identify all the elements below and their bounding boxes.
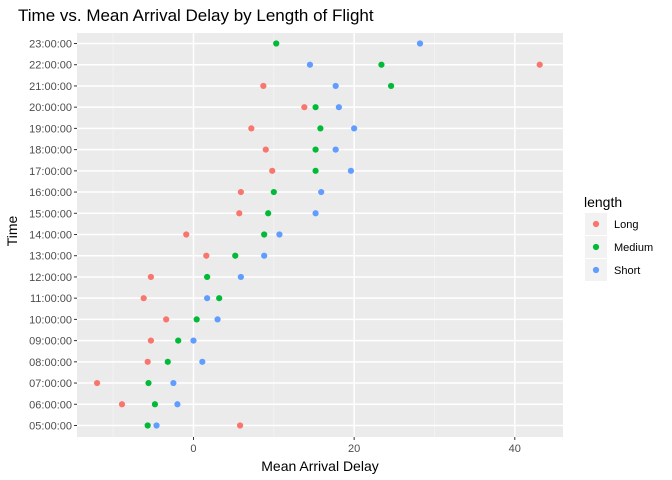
data-point-medium <box>175 337 182 344</box>
data-point-medium <box>312 146 319 153</box>
data-point-medium <box>232 252 239 259</box>
data-point-long <box>269 167 276 174</box>
x-axis-title: Mean Arrival Delay <box>261 458 379 474</box>
legend-marker-long <box>592 220 600 228</box>
data-point-short <box>306 61 314 68</box>
data-point-short <box>416 40 424 47</box>
data-point-medium <box>273 40 280 47</box>
y-tick-label: 11:00:00 <box>30 293 72 305</box>
data-point-medium <box>378 61 385 68</box>
chart-title: Time vs. Mean Arrival Delay by Length of… <box>18 6 374 25</box>
data-point-long <box>237 188 244 196</box>
data-point-long <box>236 210 243 217</box>
data-point-long <box>93 379 101 387</box>
data-point-medium <box>216 295 223 302</box>
data-point-short <box>332 146 339 153</box>
legend-label-long: Long <box>614 219 638 231</box>
data-point-short <box>199 358 206 365</box>
x-axis: 0 20 40 <box>190 437 521 455</box>
y-tick-label: 09:00:00 <box>29 336 72 348</box>
y-tick-label: 20:00:00 <box>29 102 72 114</box>
data-point-short <box>318 188 325 196</box>
x-tick-label: 20 <box>348 443 360 455</box>
data-point-short <box>237 273 244 281</box>
data-point-short <box>351 125 358 132</box>
data-point-medium <box>145 379 152 387</box>
data-point-long <box>203 252 210 259</box>
y-tick-label: 08:00:00 <box>29 357 72 369</box>
y-tick-label: 16:00:00 <box>29 187 72 199</box>
y-tick-label: 13:00:00 <box>29 251 72 263</box>
y-tick-label: 06:00:00 <box>29 399 72 411</box>
data-point-long <box>163 316 170 323</box>
data-point-short <box>190 337 197 344</box>
data-point-short <box>174 401 181 408</box>
data-point-medium <box>317 125 324 132</box>
data-point-medium <box>312 167 319 174</box>
data-point-short <box>204 295 211 302</box>
y-tick-label: 23:00:00 <box>29 39 72 51</box>
data-point-medium <box>144 422 151 429</box>
data-point-medium <box>204 273 211 281</box>
y-tick-label: 18:00:00 <box>29 145 72 157</box>
data-point-medium <box>312 104 319 111</box>
data-point-medium <box>193 316 200 323</box>
y-tick-label: 15:00:00 <box>29 208 72 220</box>
data-point-long <box>144 358 151 365</box>
legend-label-short: Short <box>614 265 640 277</box>
data-point-long <box>262 146 269 153</box>
y-tick-label: 19:00:00 <box>29 123 72 135</box>
data-point-short <box>276 231 283 238</box>
legend-marker-medium <box>592 243 600 251</box>
y-tick-label: 07:00:00 <box>29 378 72 390</box>
data-point-short <box>170 379 177 387</box>
data-point-medium <box>270 188 277 196</box>
legend-marker-short <box>592 266 600 274</box>
y-axis-title: Time <box>4 215 20 246</box>
data-point-short <box>153 422 160 429</box>
data-point-long <box>183 231 190 238</box>
data-point-long <box>248 125 255 132</box>
legend-label-medium: Medium <box>614 242 653 254</box>
y-tick-label: 21:00:00 <box>29 81 72 93</box>
data-point-long <box>236 422 244 429</box>
y-tick-label: 12:00:00 <box>29 272 72 284</box>
data-point-long <box>118 401 126 408</box>
data-point-long <box>536 61 543 68</box>
data-point-short <box>347 167 355 174</box>
y-tick-label: 14:00:00 <box>29 230 72 242</box>
y-tick-label: 22:00:00 <box>29 60 72 72</box>
data-point-short <box>261 252 268 259</box>
legend-title: length <box>584 194 622 210</box>
data-point-medium <box>151 401 159 408</box>
data-point-long <box>140 295 147 302</box>
data-point-short <box>214 316 221 323</box>
data-points <box>93 40 543 429</box>
y-axis: 05:00:00 06:00:00 07:00:00 08:00:00 09:00:00… <box>29 39 77 433</box>
x-tick-label: 0 <box>190 443 196 455</box>
data-point-long <box>301 104 308 111</box>
data-point-medium <box>265 210 272 217</box>
data-point-short <box>332 82 339 90</box>
data-point-long <box>147 337 155 344</box>
data-point-short <box>312 210 319 217</box>
y-tick-label: 17:00:00 <box>29 166 72 178</box>
legend: length Long Medium Short <box>584 194 653 281</box>
data-point-long <box>260 82 267 90</box>
data-point-long <box>147 273 155 281</box>
data-point-medium <box>387 82 395 90</box>
data-point-medium <box>164 358 171 365</box>
x-tick-label: 40 <box>509 443 521 455</box>
data-point-short <box>335 104 342 111</box>
y-tick-label: 10:00:00 <box>29 314 72 326</box>
y-tick-label: 05:00:00 <box>29 421 72 433</box>
data-point-medium <box>261 231 268 238</box>
